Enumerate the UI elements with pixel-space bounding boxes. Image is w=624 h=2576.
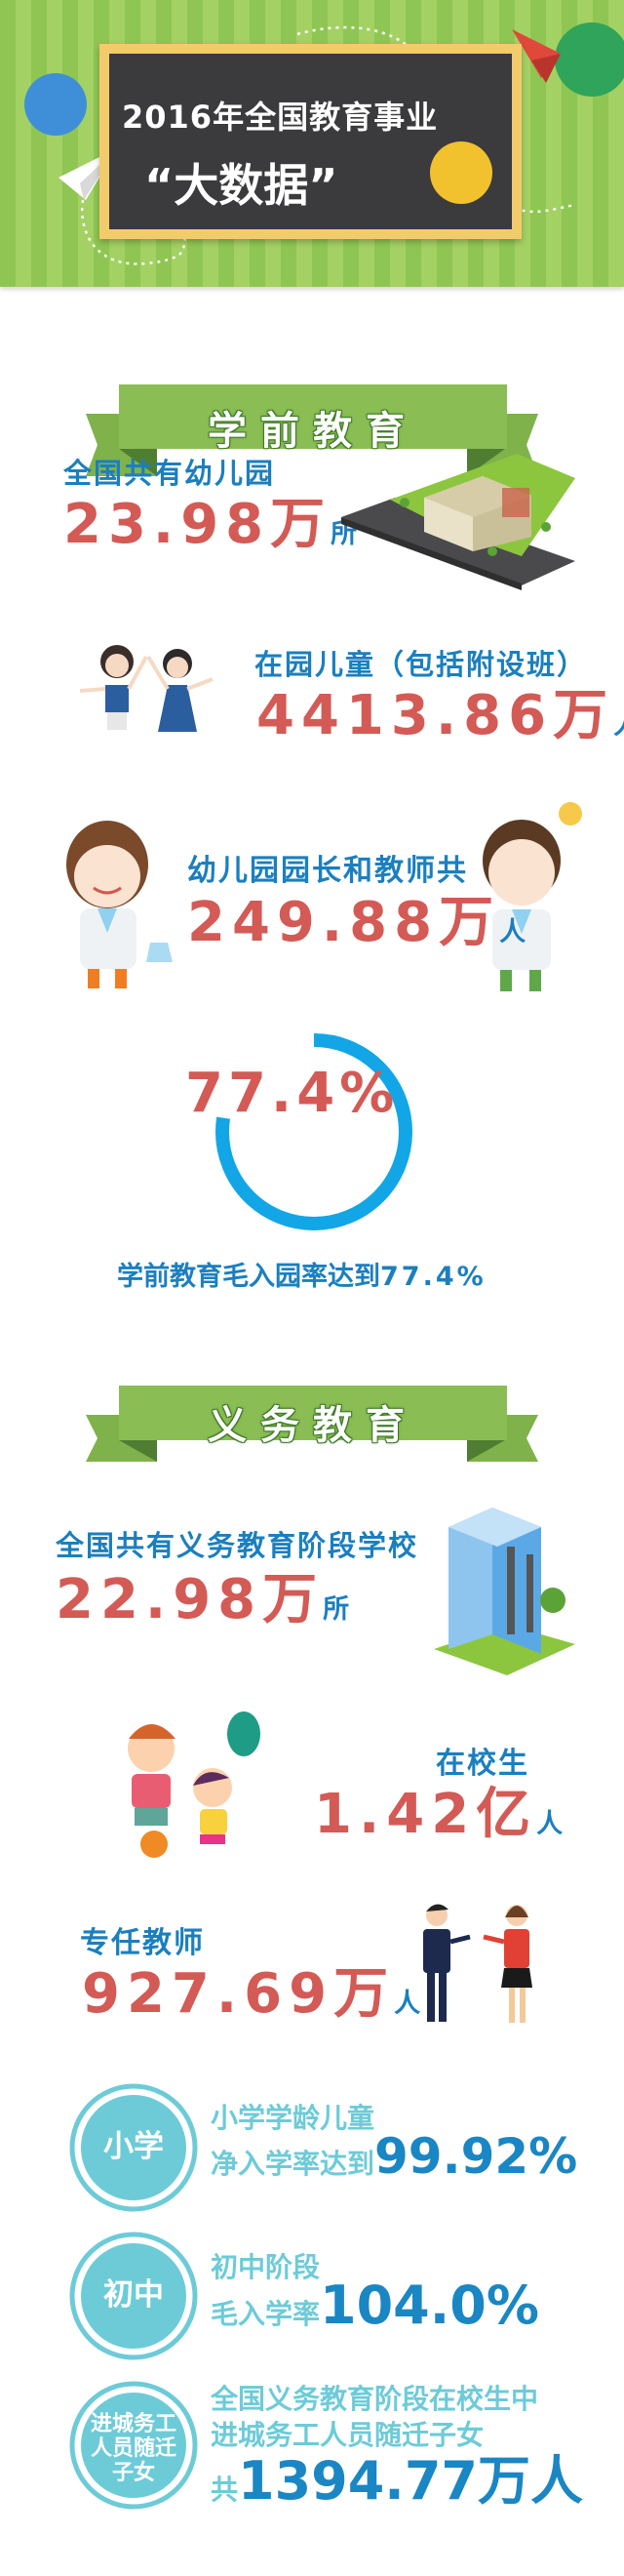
fulltime-teacher-count: 927.69万人 [82, 1962, 421, 2026]
title-line-2: “大数据” [144, 159, 338, 212]
teacher-count-label: 幼儿园园长和教师共 [187, 854, 468, 888]
ball-icon [140, 1831, 168, 1858]
header-banner: 2016年全国教育事业 “大数据” [0, 0, 624, 287]
migrant-line1: 全国义务教育阶段在校生中 [211, 2383, 539, 2415]
section-title-preschool: 学前教育 [208, 409, 418, 454]
teacher-count: 249.88万人 [187, 891, 526, 954]
female-teacher-illustration [66, 821, 173, 988]
primary-line1: 小学学龄儿童 [211, 2102, 375, 2134]
dotted-flight-path [81, 199, 187, 265]
school-count: 22.98万所 [56, 1568, 350, 1631]
student-count: 1.42亿人 [314, 1783, 564, 1846]
fulltime-teacher-label: 专任教师 [80, 1926, 205, 1960]
balloon-icon [227, 1711, 260, 1756]
enrollment-rate-ring [215, 1033, 412, 1230]
section-ribbon-compulsory [86, 1386, 538, 1462]
kindergarten-count-label: 全国共有幼儿园 [63, 457, 276, 490]
primary-badge-label: 小学 [103, 2129, 164, 2164]
school-building-illustration [434, 1508, 575, 1675]
enrollment-rate-value: 77.4% [185, 1062, 400, 1125]
kindergarten-count: 23.98万所 [63, 493, 358, 556]
lightbulb-icon [559, 802, 582, 825]
students-illustration [128, 1711, 260, 1858]
student-count-label: 在校生 [436, 1747, 529, 1781]
green-circle [555, 22, 624, 97]
junior-badge-label: 初中 [103, 2277, 164, 2313]
migrant-badge [69, 2381, 198, 2510]
yellow-circle [430, 141, 492, 204]
kindergarten-building-illustration [341, 454, 575, 590]
enrollment-rate-caption: 学前教育毛入园率达到77.4% [117, 1262, 487, 1292]
primary-badge [69, 2083, 198, 2212]
enrollment-rate-arc [215, 1033, 412, 1230]
junior-rate: 毛入学率104.0% [211, 2274, 539, 2336]
title-line-1: 2016年全国教育事业 [122, 99, 439, 136]
blue-circle [24, 73, 87, 136]
chalkboard [99, 44, 522, 239]
junior-line1: 初中阶段 [211, 2251, 321, 2283]
header-decorations [24, 22, 624, 265]
section-title-compulsory: 义务教育 [208, 1403, 418, 1448]
migrant-count: 共1394.77万人 [211, 2450, 583, 2512]
junior-badge [69, 2232, 198, 2360]
migrant-line2: 进城务工人员随迁子女 [211, 2419, 485, 2451]
children-count: 4413.86万人 [256, 684, 624, 747]
children-count-label: 在园儿童（包括附设班） [254, 648, 588, 681]
teachers-handshake-illustration [423, 1904, 532, 2023]
male-teacher-illustration [483, 802, 582, 991]
primary-rate: 净入学率达到99.92% [211, 2128, 578, 2185]
children-illustration [79, 645, 214, 732]
school-count-label: 全国共有义务教育阶段学校 [56, 1529, 419, 1562]
migrant-badge-label: 进城务工 人员随迁 子女 [90, 2412, 176, 2485]
